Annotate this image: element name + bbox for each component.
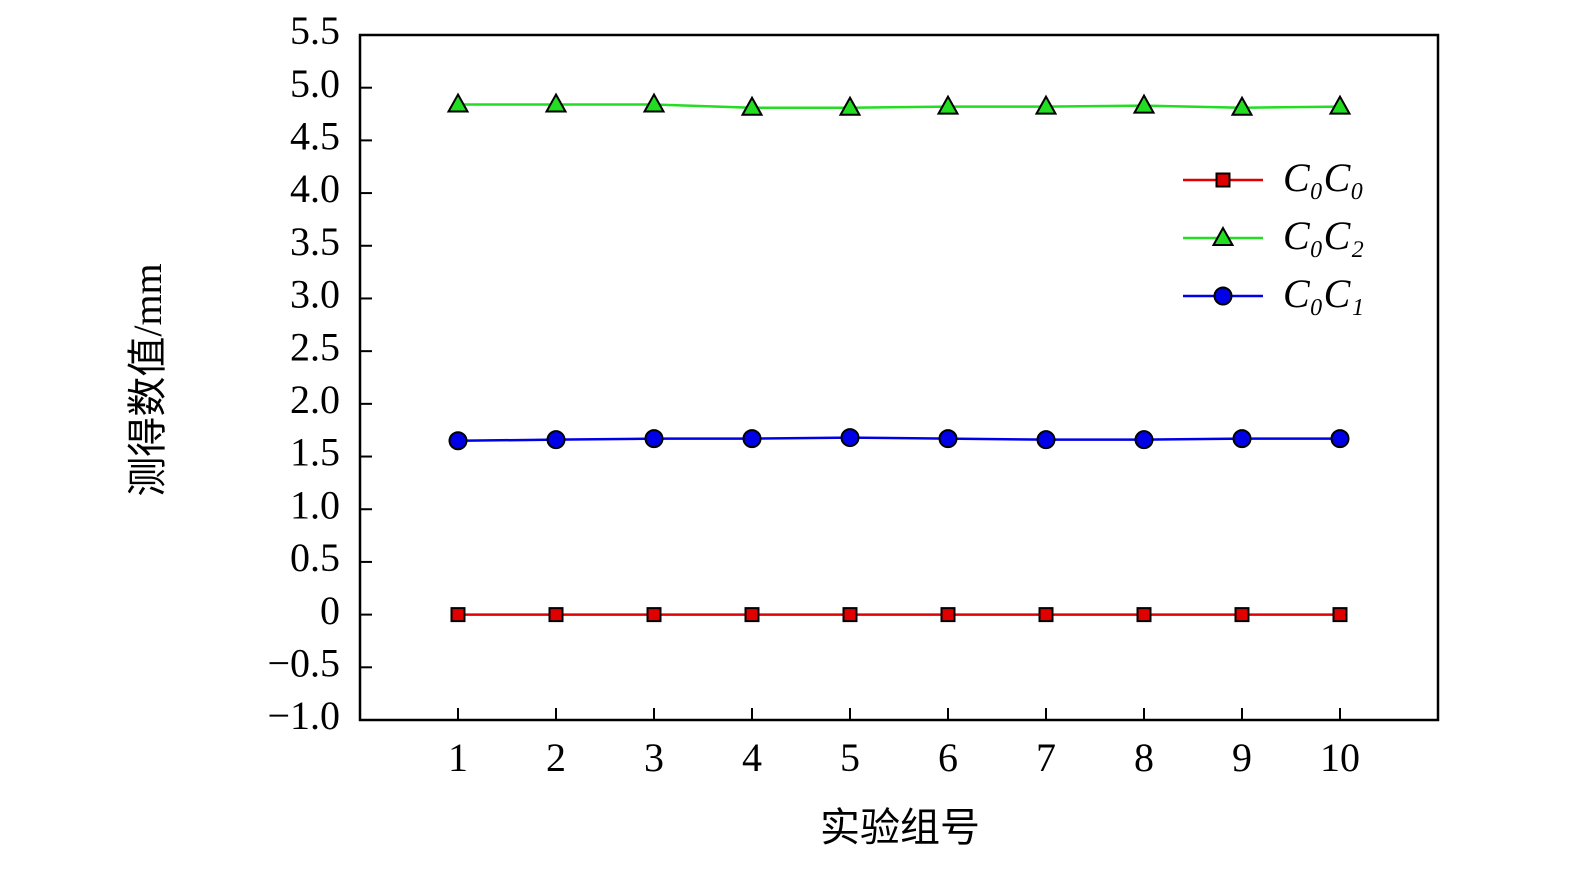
x-tick-label: 3: [644, 735, 664, 780]
x-tick-label: 6: [938, 735, 958, 780]
x-tick-label: 1: [448, 735, 468, 780]
marker: [1230, 95, 1254, 116]
x-tick-label: 9: [1232, 735, 1252, 780]
marker: [938, 429, 958, 449]
marker: [1232, 429, 1252, 449]
legend-label: C₀C₁: [1283, 271, 1364, 316]
x-axis-label: 实验组号: [820, 805, 980, 850]
x-tick-label: 4: [742, 735, 762, 780]
marker: [1134, 430, 1154, 450]
y-tick-label: −0.5: [267, 640, 340, 685]
marker: [1034, 94, 1058, 115]
x-tick-label: 8: [1134, 735, 1154, 780]
marker: [936, 94, 960, 115]
y-tick-label: 5.0: [290, 61, 340, 106]
y-tick-label: 1.0: [290, 482, 340, 527]
legend-marker: [1211, 225, 1235, 246]
marker: [740, 95, 764, 116]
y-tick-label: 0: [320, 588, 340, 633]
marker: [646, 607, 662, 623]
marker: [642, 92, 666, 113]
y-tick-label: 1.5: [290, 430, 340, 475]
plot-frame: [358, 33, 1440, 722]
legend-marker: [1215, 172, 1231, 188]
x-tick-label: 2: [546, 735, 566, 780]
marker: [1330, 429, 1350, 449]
marker: [448, 431, 468, 451]
marker: [1332, 607, 1348, 623]
legend-marker: [1213, 286, 1233, 306]
marker: [1132, 93, 1156, 114]
series-line: [457, 436, 1340, 442]
marker: [544, 92, 568, 113]
marker: [744, 607, 760, 623]
y-tick-label: 4.5: [290, 114, 340, 159]
marker: [450, 607, 466, 623]
marker: [1036, 430, 1056, 450]
y-tick-label: −1.0: [267, 693, 340, 738]
marker: [546, 430, 566, 450]
marker: [548, 607, 564, 623]
marker: [1234, 607, 1250, 623]
marker: [940, 607, 956, 623]
y-tick-label: 3.5: [290, 219, 340, 264]
marker: [1038, 607, 1054, 623]
legend-label: C₀C₀: [1283, 155, 1364, 200]
y-axis-label: 测得数值/mm: [125, 263, 170, 496]
marker: [644, 429, 664, 449]
y-tick-label: 2.0: [290, 377, 340, 422]
x-tick-label: 7: [1036, 735, 1056, 780]
marker: [1328, 94, 1352, 115]
y-tick-label: 4.0: [290, 166, 340, 211]
x-tick-label: 10: [1320, 735, 1360, 780]
y-tick-label: 2.5: [290, 324, 340, 369]
y-tick-label: 5.5: [290, 8, 340, 53]
marker: [840, 428, 860, 448]
marker: [842, 607, 858, 623]
marker: [1136, 607, 1152, 623]
marker: [446, 92, 470, 113]
legend-label: C₀C₂: [1283, 213, 1364, 258]
marker: [838, 95, 862, 116]
marker: [742, 429, 762, 449]
y-tick-label: 0.5: [290, 535, 340, 580]
series-line: [458, 103, 1341, 109]
x-tick-label: 5: [840, 735, 860, 780]
y-tick-label: 3.0: [290, 272, 340, 317]
